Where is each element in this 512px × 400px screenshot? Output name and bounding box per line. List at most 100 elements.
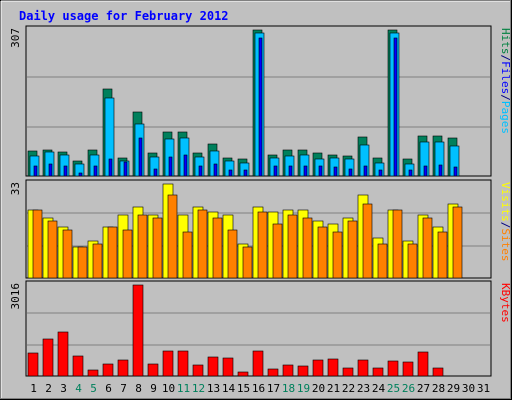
visits-legend-entry: Sites — [499, 228, 512, 261]
day-label-6: 6 — [105, 382, 112, 395]
visits-bar-sites-day-9 — [152, 217, 163, 279]
kbytes-bar-kbytes-day-10 — [162, 350, 174, 377]
hits-bar-pages-day-26 — [408, 169, 413, 177]
kbytes-bar-kbytes-day-26 — [402, 361, 414, 377]
visits-bar-sites-day-24 — [377, 243, 388, 279]
kbytes-bar-kbytes-day-5 — [87, 369, 99, 377]
kbytes-bar-kbytes-day-2 — [42, 338, 54, 377]
day-label-29: 29 — [447, 382, 460, 395]
day-label-20: 20 — [312, 382, 325, 395]
visits-bar-sites-day-2 — [47, 220, 58, 279]
kbytes-bar-kbytes-day-9 — [147, 363, 159, 377]
day-label-23: 23 — [357, 382, 370, 395]
visits-bar-sites-day-1 — [32, 209, 43, 279]
kbytes-legend: KBytes — [499, 283, 512, 323]
kbytes-bar-kbytes-day-4 — [72, 355, 84, 377]
hits-bar-pages-day-15 — [243, 169, 248, 177]
visits-bar-sites-day-16 — [257, 211, 268, 279]
visits-bar-sites-day-23 — [362, 203, 373, 279]
hits-bar-pages-day-22 — [348, 168, 353, 177]
visits-bar-sites-day-15 — [242, 246, 253, 279]
kbytes-bar-kbytes-day-8 — [132, 284, 144, 377]
kbytes-bar-kbytes-day-27 — [417, 351, 429, 377]
hits-bar-pages-day-9 — [153, 168, 158, 177]
visits-max-label: 33 — [9, 182, 22, 195]
day-label-22: 22 — [342, 382, 355, 395]
visits-bar-sites-day-12 — [197, 209, 208, 279]
hits-bar-pages-day-25 — [393, 37, 398, 177]
hits-legend-entry: Pages — [499, 101, 512, 134]
kbytes-bar-kbytes-day-3 — [57, 331, 69, 377]
visits-legend-entry: / — [499, 222, 512, 229]
day-label-10: 10 — [162, 382, 175, 395]
visits-bar-sites-day-28 — [437, 231, 448, 279]
hits-bar-pages-day-7 — [123, 161, 128, 177]
hits-bar-pages-day-14 — [228, 169, 233, 177]
kbytes-bar-kbytes-day-12 — [192, 364, 204, 377]
hits-bar-pages-day-21 — [333, 166, 338, 177]
visits-bar-sites-day-19 — [302, 217, 313, 279]
hits-legend-entry: / — [499, 55, 512, 62]
hits-legend: Hits/Files/Pages — [499, 28, 512, 134]
visits-bar-sites-day-4 — [77, 246, 88, 279]
day-label-4: 4 — [75, 382, 82, 395]
visits-bar-sites-day-20 — [317, 226, 328, 279]
visits-bar-sites-day-6 — [107, 226, 118, 279]
day-label-8: 8 — [135, 382, 142, 395]
kbytes-bar-kbytes-day-28 — [432, 367, 444, 377]
visits-bar-sites-day-14 — [227, 229, 238, 279]
day-label-2: 2 — [45, 382, 52, 395]
day-label-9: 9 — [150, 382, 157, 395]
day-label-30: 30 — [462, 382, 475, 395]
hits-legend-entry: Hits — [499, 28, 512, 55]
kbytes-bar-kbytes-day-24 — [372, 367, 384, 377]
visits-bar-sites-day-29 — [452, 206, 463, 279]
kbytes-bar-kbytes-day-16 — [252, 350, 264, 377]
day-label-3: 3 — [60, 382, 67, 395]
day-label-14: 14 — [222, 382, 236, 395]
day-label-13: 13 — [207, 382, 220, 395]
visits-bar-sites-day-18 — [287, 214, 298, 279]
kbytes-bar-kbytes-day-19 — [297, 365, 309, 377]
hits-bar-pages-day-24 — [378, 169, 383, 177]
kbytes-bar-kbytes-day-6 — [102, 363, 114, 377]
day-label-26: 26 — [402, 382, 415, 395]
hits-bar-pages-day-20 — [318, 165, 323, 177]
kbytes-bar-kbytes-day-18 — [282, 364, 294, 377]
visits-bar-sites-day-3 — [62, 229, 73, 279]
visits-bar-sites-day-5 — [92, 243, 103, 279]
kbytes-bar-kbytes-day-20 — [312, 359, 324, 377]
day-label-1: 1 — [30, 382, 37, 395]
day-label-25: 25 — [387, 382, 400, 395]
day-label-18: 18 — [282, 382, 295, 395]
visits-bar-sites-day-8 — [137, 214, 148, 279]
day-label-17: 17 — [267, 382, 280, 395]
hits-max-label: 307 — [9, 28, 22, 48]
hits-bar-pages-day-11 — [183, 154, 188, 177]
visits-bar-sites-day-26 — [407, 243, 418, 279]
hits-bar-pages-day-27 — [423, 165, 428, 177]
visits-bar-sites-day-22 — [347, 220, 358, 279]
kbytes-bar-kbytes-day-11 — [177, 350, 189, 377]
day-label-24: 24 — [372, 382, 386, 395]
kbytes-bar-kbytes-day-7 — [117, 359, 129, 377]
kbytes-bar-kbytes-day-21 — [327, 358, 339, 377]
day-label-11: 11 — [177, 382, 190, 395]
hits-bar-pages-day-10 — [168, 156, 173, 177]
chart-title: Daily usage for February 2012 — [19, 9, 229, 23]
kbytes-bar-kbytes-day-1 — [27, 352, 39, 377]
kbytes-bar-kbytes-day-13 — [207, 356, 219, 377]
bars — [27, 29, 463, 377]
hits-bar-pages-day-12 — [198, 165, 203, 177]
day-label-28: 28 — [432, 382, 445, 395]
visits-bar-sites-day-17 — [272, 223, 283, 279]
kbytes-max-label: 3016 — [9, 283, 22, 310]
visits-bar-sites-day-7 — [122, 229, 133, 279]
day-label-5: 5 — [90, 382, 97, 395]
visits-bar-sites-day-13 — [212, 217, 223, 279]
hits-legend-entry: / — [499, 94, 512, 101]
day-label-7: 7 — [120, 382, 127, 395]
kbytes-bar-kbytes-day-22 — [342, 367, 354, 377]
